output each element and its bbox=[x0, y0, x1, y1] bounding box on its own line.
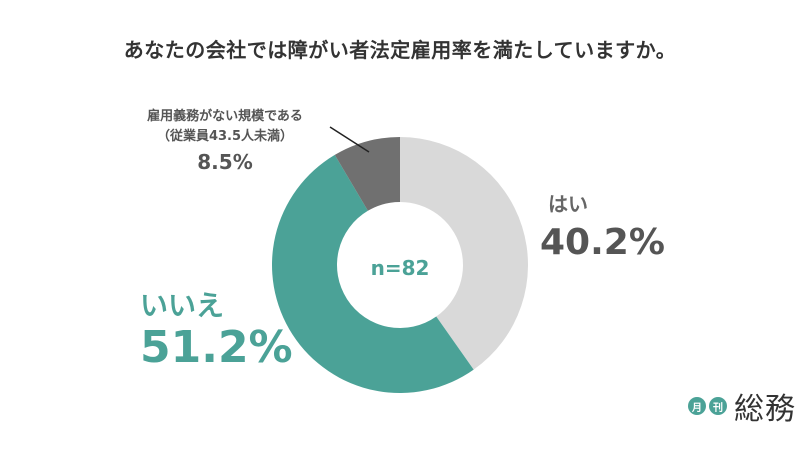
logo-text: 総務 bbox=[734, 392, 796, 427]
no-label: いいえ bbox=[140, 289, 225, 322]
yes-label: はい bbox=[548, 192, 588, 216]
sample-size-label: n=82 bbox=[370, 256, 430, 280]
yes-percent: 40.2% bbox=[540, 222, 665, 263]
no-obligation-label-line1: 雇用義務がない規模である bbox=[147, 109, 303, 124]
no-percent: 51.2% bbox=[140, 322, 293, 373]
callout-line bbox=[329, 126, 370, 153]
no-obligation-label: 雇用義務がない規模である （従業員43.5人未満） bbox=[100, 107, 350, 147]
logo-badge-publication: 刊 bbox=[709, 397, 727, 415]
gekkan-soumu-logo: 月 刊 総務 bbox=[688, 384, 796, 428]
donut-slice-no bbox=[272, 154, 474, 393]
chart-title: あなたの会社では障がい者法定雇用率を満たしていますか。 bbox=[123, 38, 677, 62]
no-obligation-label-line2: （従業員43.5人未満） bbox=[156, 129, 294, 144]
donut-slice-yes bbox=[400, 137, 529, 370]
logo-badge-month: 月 bbox=[688, 397, 706, 415]
donut-slice-no-obligation bbox=[334, 137, 400, 211]
no-obligation-percent: 8.5% bbox=[197, 150, 253, 174]
